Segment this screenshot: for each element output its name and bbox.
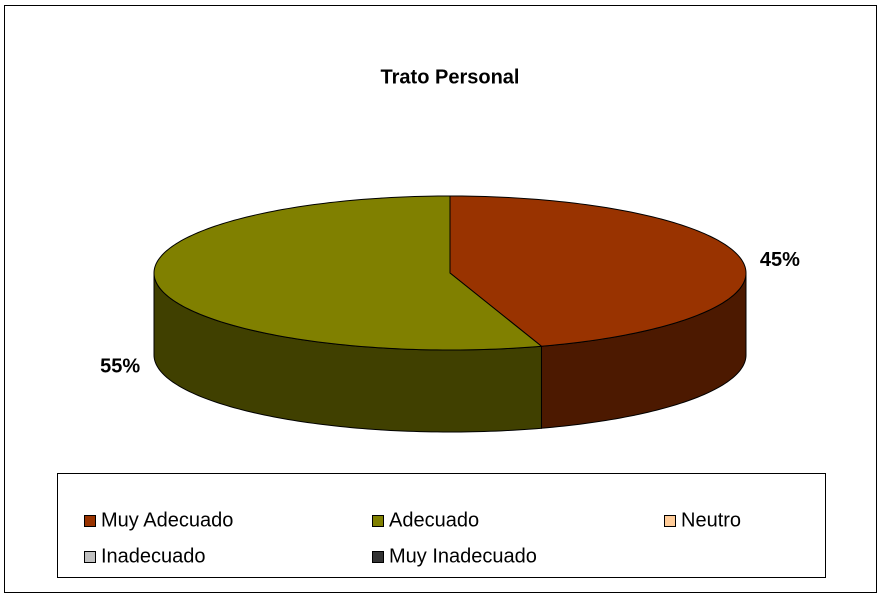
legend-swatch xyxy=(84,515,96,527)
pie-slice xyxy=(449,195,747,347)
legend-swatch xyxy=(84,551,96,563)
legend-swatch xyxy=(664,515,676,527)
legend-label: Inadecuado xyxy=(101,545,206,567)
data-label: 45% xyxy=(760,249,800,271)
legend-swatch xyxy=(372,551,384,563)
legend-swatch xyxy=(372,515,384,527)
legend-label: Neutro xyxy=(681,509,741,531)
legend-box xyxy=(57,473,826,578)
pie-tops xyxy=(153,195,747,351)
data-label: 55% xyxy=(100,355,140,377)
chart-title: Trato Personal xyxy=(381,66,520,88)
legend-label: Muy Inadecuado xyxy=(389,545,537,567)
pie-slice xyxy=(153,195,543,351)
legend-label: Adecuado xyxy=(389,509,479,531)
legend-label: Muy Adecuado xyxy=(101,509,233,531)
